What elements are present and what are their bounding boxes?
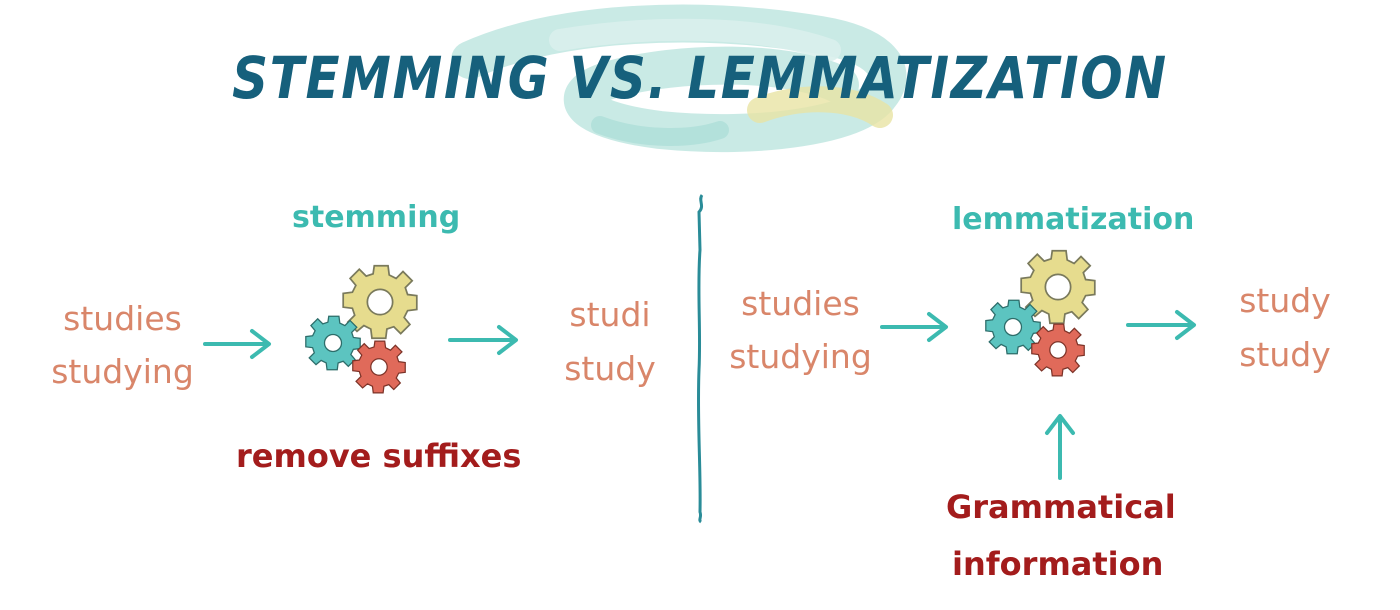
lemmatization-heading: lemmatization bbox=[952, 202, 1195, 237]
stemming-input-studying: studying bbox=[51, 352, 194, 391]
page-title: STEMMING VS. LEMMATIZATION bbox=[232, 44, 1168, 112]
divider bbox=[696, 194, 704, 524]
stemming-output-study: study bbox=[564, 349, 656, 388]
arrow-icon bbox=[448, 325, 518, 355]
gear-icon bbox=[352, 340, 406, 394]
gear-icon bbox=[305, 315, 361, 371]
stemming-input-studies: studies bbox=[63, 299, 182, 338]
lemmatization-note-line2: information bbox=[952, 545, 1164, 583]
lemmatization-output-study-1: study bbox=[1239, 281, 1331, 320]
arrow-icon bbox=[880, 312, 948, 342]
title-banner: STEMMING VS. LEMMATIZATION bbox=[0, 0, 1400, 160]
gears-icon bbox=[305, 264, 418, 394]
gear-icon bbox=[1031, 323, 1085, 377]
arrow-up-icon bbox=[1045, 414, 1075, 480]
gear-icon bbox=[985, 299, 1041, 355]
lemmatization-note-line1: Grammatical bbox=[946, 488, 1176, 526]
gear-icon bbox=[342, 264, 418, 340]
lemmatization-input-studies: studies bbox=[741, 284, 860, 323]
gear-icon bbox=[1020, 249, 1096, 325]
gears-icon bbox=[985, 249, 1096, 377]
stemming-output-studi: studi bbox=[569, 295, 651, 334]
arrow-icon bbox=[1126, 310, 1196, 340]
lemmatization-input-studying: studying bbox=[729, 337, 872, 376]
lemmatization-output-study-2: study bbox=[1239, 335, 1331, 374]
arrow-icon bbox=[203, 329, 271, 359]
stemming-heading: stemming bbox=[292, 200, 461, 235]
stemming-note: remove suffixes bbox=[236, 437, 522, 475]
brush-stroke-decoration bbox=[451, 4, 907, 153]
